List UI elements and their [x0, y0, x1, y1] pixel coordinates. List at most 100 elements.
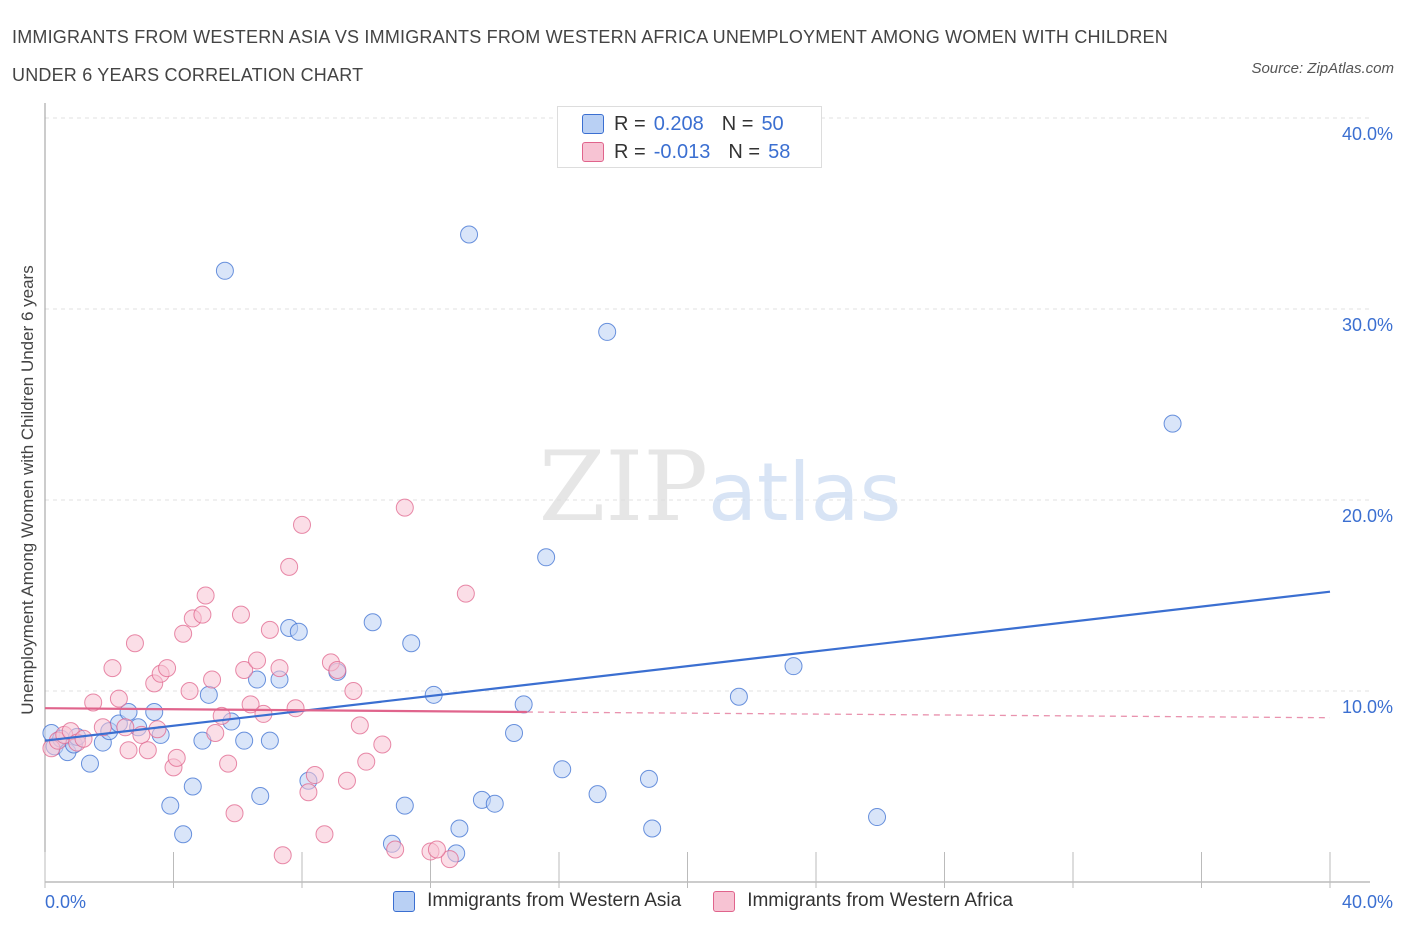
- point-western-asia: [402, 634, 421, 653]
- point-western-asia: [784, 657, 803, 676]
- watermark-zip: ZIP: [539, 431, 708, 543]
- legend-swatch-blue: [393, 890, 416, 912]
- legend-r-value: 0.208: [653, 112, 704, 135]
- point-western-africa: [193, 605, 212, 624]
- trend-lines: [44, 590, 1331, 742]
- point-western-asia: [363, 613, 382, 632]
- point-western-africa: [103, 659, 122, 678]
- watermark-atlas: atlas: [708, 446, 901, 539]
- point-western-africa: [231, 605, 250, 624]
- point-western-asia: [251, 787, 270, 806]
- point-western-asia: [643, 819, 662, 838]
- series-legend: Immigrants from Western Asia Immigrants …: [0, 890, 1406, 912]
- point-western-africa: [270, 659, 289, 678]
- data-points: [42, 225, 1182, 869]
- point-western-africa: [286, 699, 305, 718]
- point-western-asia: [395, 796, 414, 815]
- point-western-africa: [180, 682, 199, 700]
- point-western-africa: [357, 752, 376, 771]
- point-western-africa: [386, 840, 405, 859]
- point-western-africa: [174, 624, 193, 643]
- point-western-africa: [337, 771, 356, 790]
- point-western-africa: [344, 682, 363, 700]
- point-western-asia: [80, 754, 99, 773]
- point-western-asia: [868, 808, 887, 827]
- point-western-africa: [260, 620, 279, 639]
- legend-n-label: N =: [721, 112, 754, 135]
- grid-lines: [45, 117, 1370, 692]
- y-tick-label: 20.0%: [1342, 506, 1393, 526]
- watermark: ZIPatlas: [539, 431, 902, 543]
- point-western-asia: [145, 703, 164, 722]
- point-western-africa: [315, 825, 334, 844]
- chart-title: IMMIGRANTS FROM WESTERN ASIA VS IMMIGRAN…: [12, 18, 1212, 94]
- point-western-africa: [196, 586, 215, 605]
- point-western-asia: [199, 685, 218, 704]
- legend-row-western-asia: R = 0.208 N = 50: [582, 112, 784, 136]
- point-western-africa: [138, 741, 157, 760]
- point-western-asia: [183, 777, 202, 796]
- point-western-africa: [219, 754, 238, 773]
- y-tick-label: 40.0%: [1342, 124, 1393, 144]
- legend-item-western-asia: Immigrants from Western Asia: [393, 890, 681, 912]
- point-western-asia: [235, 731, 254, 750]
- point-western-africa: [167, 748, 186, 767]
- point-western-asia: [639, 769, 658, 788]
- legend-row-western-africa: R = -0.013 N = 58: [582, 140, 790, 164]
- trend-western-africa: [44, 707, 527, 714]
- point-western-asia: [505, 724, 524, 743]
- point-western-africa: [305, 766, 324, 785]
- point-western-africa: [74, 729, 93, 748]
- point-western-asia: [537, 548, 556, 567]
- point-western-africa: [440, 850, 459, 869]
- point-western-africa: [280, 557, 299, 576]
- point-western-africa: [373, 735, 392, 754]
- legend-swatch-pink: [713, 890, 736, 912]
- legend-swatch-blue: [582, 114, 604, 134]
- y-tick-label: 10.0%: [1342, 697, 1393, 717]
- x-tick-label: 0.0%: [45, 892, 86, 912]
- y-tick-label: 30.0%: [1342, 315, 1393, 335]
- legend-r-label: R =: [614, 112, 646, 135]
- point-western-africa: [273, 846, 292, 865]
- point-western-asia: [514, 695, 533, 714]
- legend-n-value: 58: [768, 140, 791, 163]
- point-western-asia: [553, 760, 572, 779]
- point-western-africa: [328, 660, 347, 679]
- point-western-africa: [350, 716, 369, 735]
- point-western-africa: [203, 670, 222, 689]
- point-western-africa: [119, 741, 138, 760]
- point-western-africa: [235, 660, 254, 679]
- point-western-africa: [93, 718, 112, 737]
- point-western-africa: [84, 693, 103, 712]
- legend-n-label: N =: [728, 140, 761, 163]
- point-western-africa: [427, 840, 446, 859]
- point-western-africa: [225, 804, 244, 823]
- point-western-asia: [248, 670, 267, 689]
- point-western-asia: [289, 622, 308, 641]
- point-western-africa: [456, 584, 475, 603]
- point-western-asia: [174, 825, 193, 844]
- legend-r-value: -0.013: [653, 140, 711, 163]
- point-western-asia: [161, 796, 180, 815]
- legend-swatch-pink: [582, 142, 604, 162]
- legend-item-western-africa: Immigrants from Western Africa: [713, 890, 1013, 912]
- point-western-asia: [460, 225, 479, 244]
- point-western-asia: [598, 322, 617, 341]
- chart-source: Source: ZipAtlas.com: [1251, 60, 1394, 77]
- point-western-africa: [158, 659, 177, 678]
- tick-labels: 10.0% 20.0% 30.0% 40.0% 0.0% 40.0%: [45, 124, 1393, 912]
- legend-label-western-asia: Immigrants from Western Asia: [427, 890, 682, 911]
- legend-r-label: R =: [614, 140, 646, 163]
- point-western-asia: [450, 819, 469, 838]
- point-western-asia: [260, 731, 279, 750]
- chart-title-line1: IMMIGRANTS FROM WESTERN ASIA VS IMMIGRAN…: [12, 27, 1168, 47]
- trend-western-asia: [44, 590, 1331, 742]
- point-western-africa: [299, 783, 318, 802]
- y-axis-label: Unemployment Among Women with Children U…: [18, 265, 37, 715]
- correlation-legend: R = 0.208 N = 50 R = -0.013 N = 58: [557, 106, 822, 168]
- point-western-asia: [588, 785, 607, 804]
- point-western-asia: [729, 687, 748, 706]
- legend-label-western-africa: Immigrants from Western Africa: [747, 890, 1013, 911]
